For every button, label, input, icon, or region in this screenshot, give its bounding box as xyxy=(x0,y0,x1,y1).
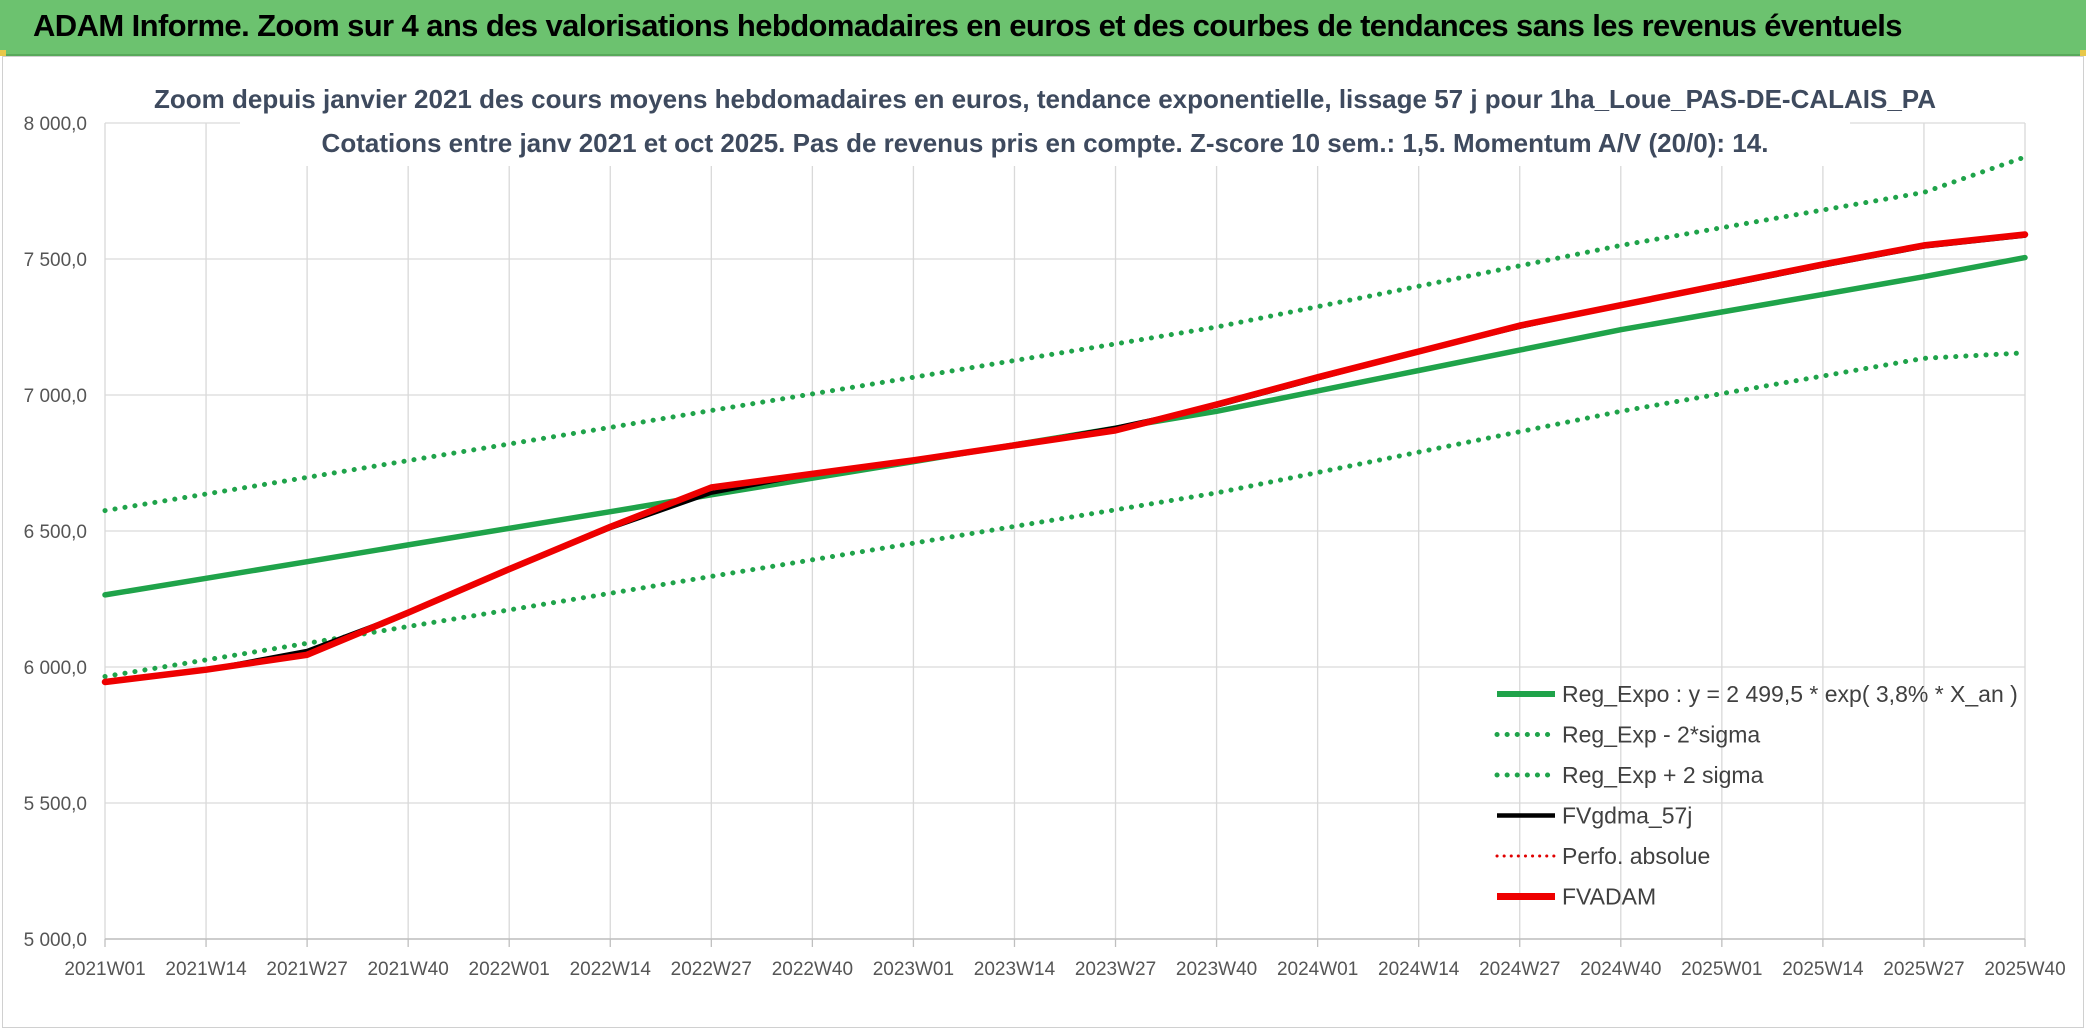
x-tick-label: 2022W40 xyxy=(772,959,853,980)
series-line-5 xyxy=(101,231,2029,686)
x-tick-label: 2025W14 xyxy=(1782,959,1864,980)
x-tick-label: 2024W40 xyxy=(1580,959,1661,980)
x-axis: 2021W01 2021W14 2021W27 2021W40 2022W01 2022W… xyxy=(64,959,2065,980)
x-tick-label: 2022W01 xyxy=(469,959,550,980)
x-tick-label: 2025W27 xyxy=(1883,959,1964,980)
x-tick-label: 2025W40 xyxy=(1984,959,2065,980)
series-line-0 xyxy=(102,254,2028,598)
x-tick-label: 2021W01 xyxy=(64,959,145,980)
x-tick-label: 2022W14 xyxy=(570,959,652,980)
legend: Reg_Expo : y = 2 499,5 * exp( 3,8% * X_a… xyxy=(1494,681,2018,910)
x-tick-label: 2021W40 xyxy=(367,959,448,980)
y-tick-label: 7 000,0 xyxy=(24,386,87,407)
x-tick-label: 2025W01 xyxy=(1681,959,1762,980)
series-layer xyxy=(101,154,2029,686)
series-line-2 xyxy=(102,154,2028,514)
x-tick-label: 2024W01 xyxy=(1277,959,1358,980)
x-tick-label: 2021W27 xyxy=(266,959,347,980)
legend-label: FVADAM xyxy=(1562,884,1656,910)
y-tick-label: 8 000,0 xyxy=(24,114,87,135)
y-tick-label: 5 000,0 xyxy=(24,930,87,951)
y-tick-label: 6 000,0 xyxy=(24,658,87,679)
x-tick-label: 2023W14 xyxy=(974,959,1056,980)
chart-title: Zoom depuis janvier 2021 des cours moyen… xyxy=(154,84,1936,114)
series-line-1 xyxy=(102,350,2028,679)
x-tick-label: 2022W27 xyxy=(671,959,752,980)
legend-label: FVgdma_57j xyxy=(1562,803,1692,829)
x-tick-label: 2024W27 xyxy=(1479,959,1560,980)
banner-title: ADAM Informe. Zoom sur 4 ans des valoris… xyxy=(33,8,1903,43)
x-tick-label: 2024W14 xyxy=(1378,959,1460,980)
x-tick-label: 2023W40 xyxy=(1176,959,1257,980)
y-axis: 5 000,0 5 500,0 6 000,0 6 500,0 7 000,0 7 500… xyxy=(24,114,87,951)
x-tick-label: 2023W01 xyxy=(873,959,954,980)
legend-label: Reg_Exp + 2 sigma xyxy=(1562,762,1764,788)
corner-mark xyxy=(0,50,6,56)
legend-label: Perfo. absolue xyxy=(1562,843,1710,869)
chart-area xyxy=(2,56,2084,1028)
x-tick-label: 2023W27 xyxy=(1075,959,1156,980)
title-background xyxy=(240,78,1850,166)
y-tick-label: 6 500,0 xyxy=(24,522,87,543)
y-tick-label: 7 500,0 xyxy=(24,250,87,271)
legend-label: Reg_Exp - 2*sigma xyxy=(1562,722,1760,748)
corner-mark xyxy=(2080,50,2086,56)
series-line-4 xyxy=(103,233,2027,684)
grid-layer xyxy=(104,122,2026,947)
x-tick-label: 2021W14 xyxy=(165,959,247,980)
y-tick-label: 5 500,0 xyxy=(24,794,87,815)
legend-label: Reg_Expo : y = 2 499,5 * exp( 3,8% * X_a… xyxy=(1562,681,2018,707)
report-banner: ADAM Informe. Zoom sur 4 ans des valoris… xyxy=(0,0,2086,56)
chart-subtitle: Cotations entre janv 2021 et oct 2025. P… xyxy=(322,128,1769,158)
series-line-3 xyxy=(103,233,2027,684)
